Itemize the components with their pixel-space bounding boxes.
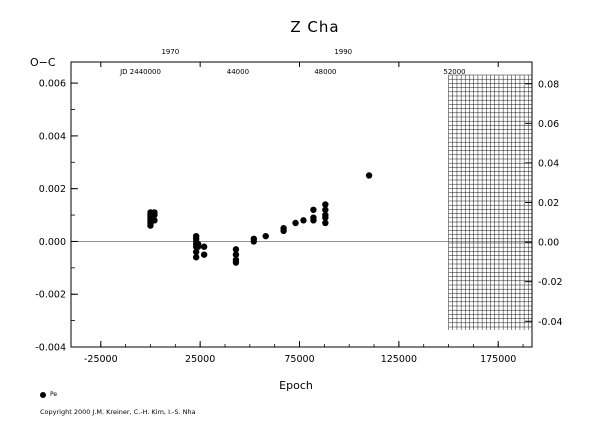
top-jd-label: 52000 <box>443 68 465 76</box>
data-point <box>192 254 200 261</box>
y-right-tick-label: -0.04 <box>538 317 563 328</box>
data-point <box>322 219 329 227</box>
legend-marker <box>40 391 46 398</box>
data-point <box>232 246 240 253</box>
data-point <box>262 232 269 240</box>
axis-ticks <box>71 62 532 348</box>
data-point <box>292 219 299 227</box>
x-tick-label: 175000 <box>480 354 516 365</box>
data-point <box>200 243 208 250</box>
y-axis-title: O−C <box>30 56 56 69</box>
x-tick-label: 75000 <box>284 354 314 365</box>
y-left-tick-label: 0.002 <box>39 184 66 195</box>
data-point <box>280 225 287 232</box>
copyright-note: Copyright 2000 J.M. Kreiner, C.-H. Kim, … <box>40 408 196 416</box>
legend: Pe <box>40 391 57 398</box>
data-point <box>300 217 307 224</box>
y-left-tick-label: 0.000 <box>39 237 66 248</box>
y-right-tick-label: 0.06 <box>538 119 559 130</box>
x-tick-label: -25000 <box>84 354 118 365</box>
y-left-tick-label: -0.002 <box>35 290 66 301</box>
top-jd-label: JD 2440000 <box>119 68 161 76</box>
y-right-tick-label: 0.04 <box>538 158 559 169</box>
y-right-tick-label: 0.00 <box>538 238 559 249</box>
x-tick-label: 25000 <box>185 354 215 365</box>
data-point <box>194 243 202 250</box>
top-jd-label: 44000 <box>227 68 249 76</box>
data-point <box>310 214 317 221</box>
data-point <box>151 209 158 216</box>
legend-label: Pe <box>50 391 58 398</box>
data-point <box>365 172 373 179</box>
grid-region <box>448 74 532 330</box>
top-jd-label: 48000 <box>314 68 336 76</box>
y-left-tick-label: 0.006 <box>39 79 66 90</box>
plot-frame <box>70 61 533 348</box>
data-point <box>232 251 240 258</box>
data-point <box>192 248 200 256</box>
data-point <box>250 238 258 245</box>
data-point <box>322 211 329 219</box>
data-point <box>322 206 329 213</box>
y-right-tick-label: -0.02 <box>538 277 563 288</box>
x-axis-title: Epoch <box>279 379 313 392</box>
data-point <box>310 206 317 213</box>
tick-labels: -25000 25000 75000 125000 175000 -0.004 -0.002… <box>35 48 562 365</box>
top-year-label: 1990 <box>334 48 352 56</box>
y-right-tick-label: 0.02 <box>538 198 559 209</box>
chart-title: Z Cha <box>290 18 339 36</box>
y-left-tick-label: -0.004 <box>35 343 66 354</box>
data-point <box>151 217 158 224</box>
data-point <box>200 251 208 258</box>
top-year-label: 1970 <box>161 48 179 56</box>
y-left-tick-label: 0.004 <box>39 131 66 142</box>
data-point <box>322 201 329 208</box>
data-points <box>147 172 373 266</box>
x-tick-label: 125000 <box>381 354 417 365</box>
data-point <box>232 259 240 266</box>
y-right-tick-label: 0.08 <box>538 79 559 90</box>
